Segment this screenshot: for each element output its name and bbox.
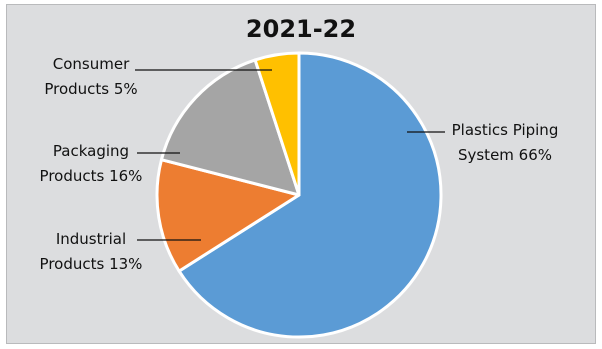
pie-chart: Plastics Piping System 66% Industrial Produ… [40,51,559,339]
pie-slice [253,51,301,197]
data-label: Consumer Products 5% [44,55,137,98]
pie-slice [155,158,301,273]
data-label: Industrial Products 13% [40,230,143,273]
data-label: Packaging Products 16% [40,142,143,185]
data-label: Plastics Piping System 66% [452,121,559,164]
chart-title: 2021-22 [245,15,357,43]
chart-area: 2021-22 Plastics Piping System 66% Industr… [6,4,596,344]
pie-slice [177,51,443,339]
